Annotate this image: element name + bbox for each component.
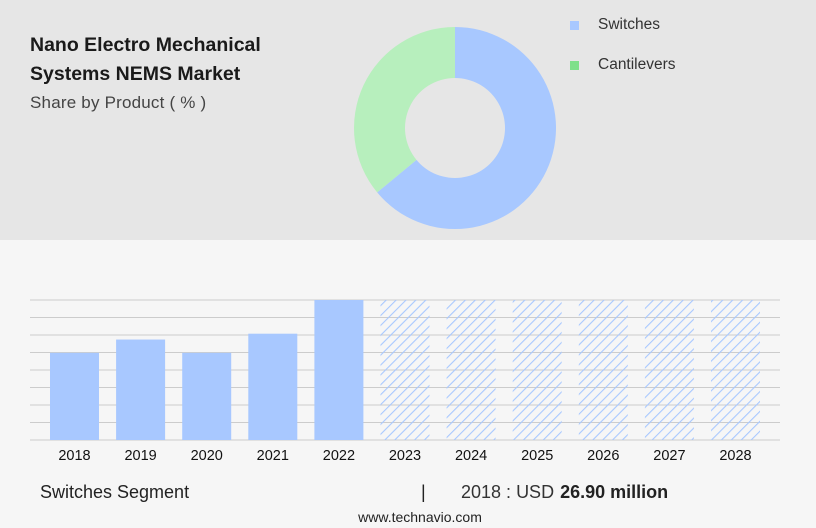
x-tick-label-2025: 2025: [521, 448, 553, 464]
website-url: www.technavio.com: [358, 509, 482, 525]
x-tick-label-2027: 2027: [653, 448, 685, 464]
legend-swatch-switches: [570, 20, 579, 30]
segment-currency: USD: [516, 482, 555, 502]
x-tick-label-2020: 2020: [191, 448, 223, 464]
legend-swatch-cantilevers: [570, 60, 579, 70]
bar-2024: [446, 300, 496, 440]
legend-item-switches: Switches: [570, 16, 660, 34]
x-tick-label-2018: 2018: [58, 448, 90, 464]
bar-2021: [248, 333, 298, 440]
segment-amount: 26.90 million: [560, 482, 669, 502]
x-tick-label-2028: 2028: [719, 448, 751, 464]
x-tick-label-2023: 2023: [389, 448, 421, 464]
chart-subtitle: Share by Product ( % ): [30, 93, 207, 112]
bar-2025: [512, 300, 562, 440]
bar-2028: [711, 300, 760, 440]
bar-2026: [578, 300, 628, 440]
bar-2022: [314, 300, 364, 440]
bar-2018: [50, 352, 99, 440]
donut-slice-switches: [377, 27, 556, 230]
bar-2027: [644, 300, 694, 440]
footer-divider: |: [421, 482, 426, 502]
chart-title: Nano Electro Mechanical Systems NEMS Mar…: [30, 34, 261, 85]
segment-separator: :: [506, 482, 512, 502]
legend-label-cantilevers: Cantilevers: [598, 56, 676, 73]
bar-2020: [182, 352, 232, 440]
x-tick-label-2021: 2021: [257, 448, 289, 464]
legend-label-switches: Switches: [598, 16, 661, 33]
segment-value: 2018: USD 26.90 million: [461, 482, 668, 503]
x-tick-label-2019: 2019: [124, 448, 156, 464]
donut-slice-cantilevers: [354, 27, 455, 193]
legend-item-cantilevers: Cantilevers: [570, 56, 676, 74]
segment-year: 2018: [461, 482, 502, 502]
donut-chart: [354, 27, 556, 230]
x-tick-label-2024: 2024: [455, 448, 487, 464]
x-tick-label-2022: 2022: [323, 448, 355, 464]
x-tick-label-2026: 2026: [587, 448, 619, 464]
bar-2023: [380, 300, 430, 440]
bar-2019: [116, 339, 166, 440]
bar-chart: 2018 2019 2020 2021 2022 2023 2024 2025 2026 2027…: [30, 299, 780, 464]
segment-label: Switches Segment: [40, 482, 190, 502]
